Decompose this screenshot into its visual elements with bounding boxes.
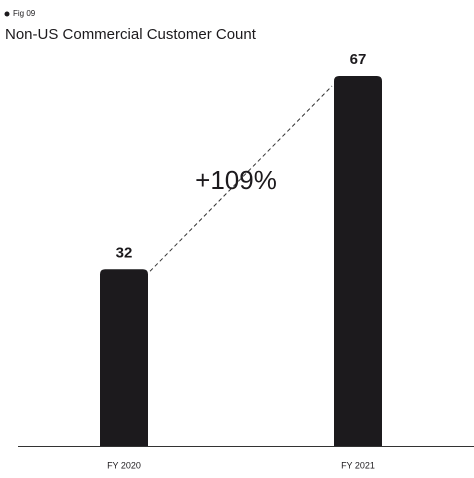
figure-label: Fig 09 [13,9,36,18]
value-label: 67 [350,51,367,68]
bar [100,269,148,446]
bar [334,76,382,446]
growth-annotation: +109% [195,165,277,195]
chart-title: Non-US Commercial Customer Count [5,26,257,43]
value-label: 32 [116,244,133,261]
growth-connector [149,85,333,272]
fig-bullet [4,11,10,17]
x-tick-label: FY 2020 [107,460,141,470]
x-tick-label: FY 2021 [341,460,375,470]
